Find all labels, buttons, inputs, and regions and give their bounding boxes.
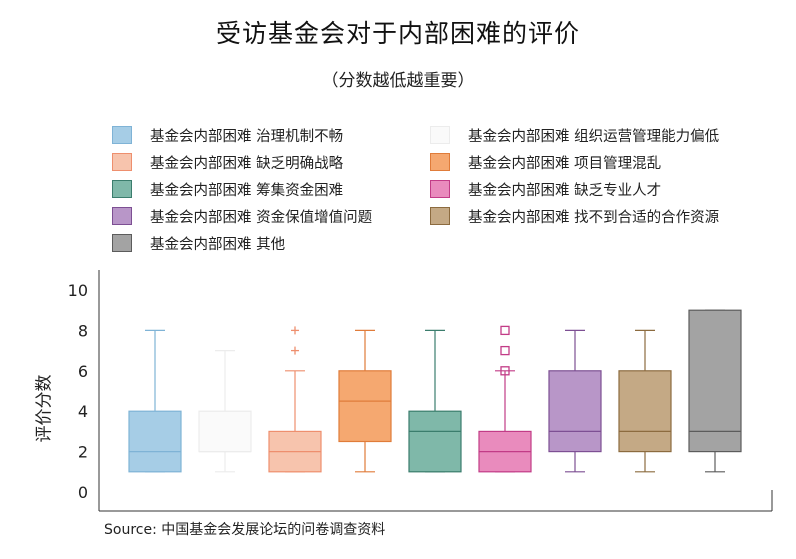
legend-label: 基金会内部困难 筹集资金困难 <box>150 182 344 199</box>
legend-item: 基金会内部困难 其他 <box>112 232 285 254</box>
legend-label: 基金会内部困难 项目管理混乱 <box>468 155 662 172</box>
legend-swatch <box>430 153 450 171</box>
legend: 基金会内部困难 治理机制不畅 基金会内部困难 组织运营管理能力偏低 基金会内部困难 … <box>112 124 792 264</box>
legend-item: 基金会内部困难 项目管理混乱 <box>430 151 661 173</box>
legend-swatch <box>112 234 132 252</box>
y-tick-label: 4 <box>78 402 88 421</box>
box <box>198 410 252 453</box>
box <box>548 370 602 453</box>
legend-label: 基金会内部困难 组织运营管理能力偏低 <box>468 128 720 145</box>
outlier-marker <box>500 345 510 356</box>
box <box>688 309 742 453</box>
box <box>618 370 672 453</box>
y-tick-label: 0 <box>78 483 88 502</box>
legend-swatch <box>112 126 132 144</box>
source-note: Source: 中国基金会发展论坛的问卷调查资料 <box>104 522 386 538</box>
box <box>408 410 462 473</box>
y-tick-label: 10 <box>68 281 88 300</box>
legend-label: 基金会内部困难 治理机制不畅 <box>150 128 344 145</box>
box <box>128 410 182 473</box>
legend-item: 基金会内部困难 缺乏专业人才 <box>430 178 661 200</box>
legend-item: 基金会内部困难 资金保值增值问题 <box>112 205 372 227</box>
legend-label: 基金会内部困难 缺乏明确战略 <box>150 155 344 172</box>
legend-item: 基金会内部困难 筹集资金困难 <box>112 178 343 200</box>
legend-swatch <box>112 207 132 225</box>
box <box>338 370 392 443</box>
legend-label: 基金会内部困难 找不到合适的合作资源 <box>468 209 720 226</box>
legend-item: 基金会内部困难 缺乏明确战略 <box>112 151 343 173</box>
legend-item: 基金会内部困难 治理机制不畅 <box>112 124 343 146</box>
legend-swatch <box>430 207 450 225</box>
chart-title: 受访基金会对于内部困难的评价 <box>215 19 580 48</box>
y-tick-label: 8 <box>78 321 88 340</box>
outlier-marker <box>500 325 510 336</box>
legend-swatch <box>112 153 132 171</box>
outlier-marker <box>500 366 510 376</box>
y-tick-label: 6 <box>78 362 88 381</box>
y-tick-label: 2 <box>78 443 88 462</box>
legend-swatch <box>112 180 132 198</box>
chart-subtitle: （分数越低越重要） <box>321 71 475 91</box>
legend-swatch <box>430 180 450 198</box>
legend-label: 基金会内部困难 缺乏专业人才 <box>468 182 662 199</box>
legend-label: 基金会内部困难 资金保值增值问题 <box>150 209 373 226</box>
legend-item: 基金会内部困难 找不到合适的合作资源 <box>430 205 719 227</box>
legend-label: 基金会内部困难 其他 <box>150 236 286 253</box>
legend-item: 基金会内部困难 组织运营管理能力偏低 <box>430 124 719 146</box>
legend-swatch <box>430 126 450 144</box>
